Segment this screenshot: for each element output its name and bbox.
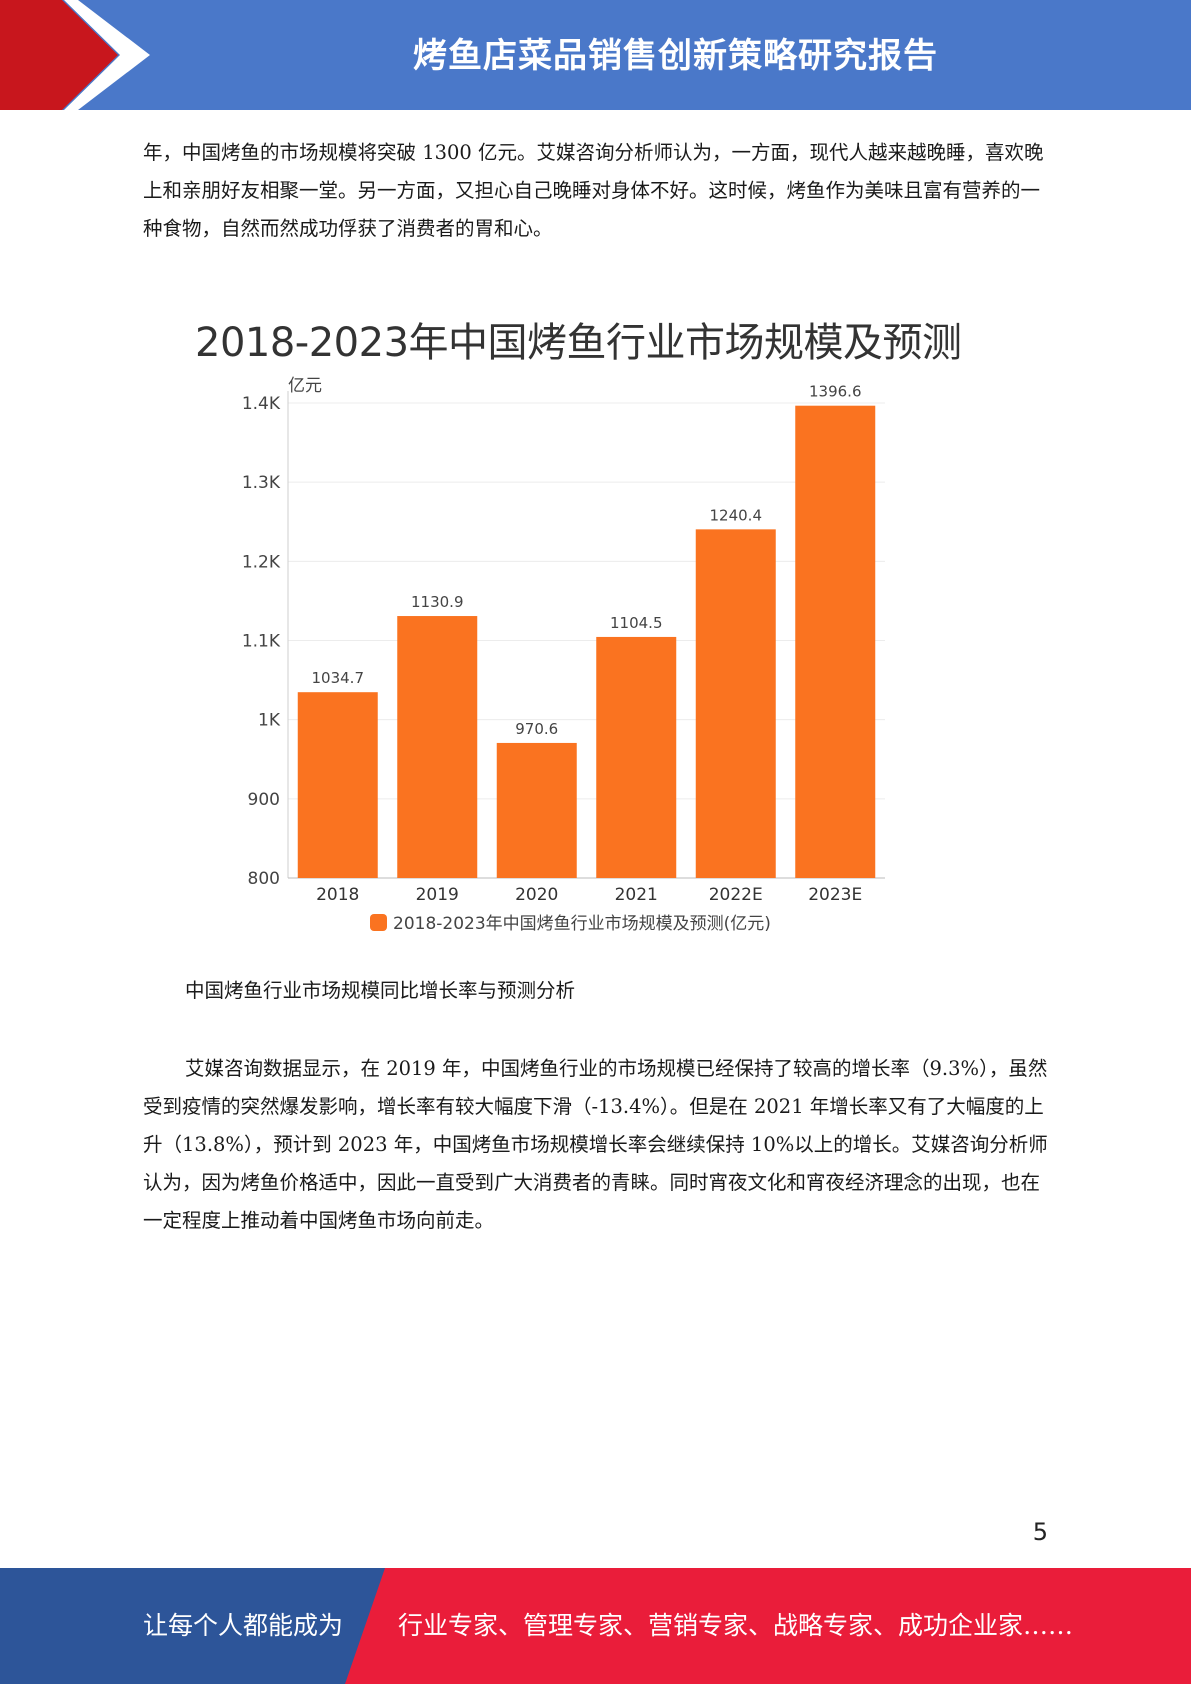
bar [496,742,577,878]
y-tick-label: 1.3K [242,473,281,493]
legend-swatch [370,914,387,931]
footer-slogan-left: 让每个人都能成为 [143,1611,344,1640]
bar-value-label: 1130.9 [411,593,464,611]
x-tick-label: 2018 [316,885,359,905]
x-tick-label: 2023E [808,885,862,905]
footer-background [0,1568,1191,1684]
header-arrow-decoration [0,0,150,110]
body-paragraph-2: 艾媒咨询数据显示，在 2019 年，中国烤鱼行业的市场规模已经保持了较高的增长率… [143,1057,1048,1232]
y-tick-label: 1.4K [242,394,281,414]
bar-value-label: 1104.5 [610,614,663,632]
x-tick-label: 2020 [515,885,558,905]
page-number: 5 [1032,1518,1048,1546]
bar [795,405,876,878]
y-axis-unit-label: 亿元 [288,376,322,396]
y-tick-label: 1K [258,711,281,731]
bar-value-label: 1034.7 [312,669,365,687]
footer-slogan-right: 行业专家、管理专家、营销专家、战略专家、成功企业家…… [398,1611,1074,1640]
chart-title: 2018-2023年中国烤鱼行业市场规模及预测 [195,320,962,366]
bar-value-label: 1396.6 [809,383,862,401]
x-tick-label: 2022E [709,885,763,905]
bar-chart: 800 900 1K 1.1K 1.2K 1.3K 1.4K 亿元 1034.7 2018 1130… [180,290,980,950]
body-paragraph-1: 年，中国烤鱼的市场规模将突破 1300 亿元。艾媒咨询分析师认为，一方面，现代人… [143,141,1044,240]
bar [297,692,378,878]
footer-banner: 让每个人都能成为 行业专家、管理专家、营销专家、战略专家、成功企业家…… [0,1568,1191,1684]
y-tick-label: 800 [248,869,280,889]
bar-value-label: 1240.4 [710,506,763,524]
chart-caption: 中国烤鱼行业市场规模同比增长率与预测分析 [185,979,576,1002]
bar [397,616,478,878]
header-banner: 烤鱼店菜品销售创新策略研究报告 [0,0,1191,110]
y-tick-label: 1.2K [242,552,281,572]
chart-canvas: 800 900 1K 1.1K 1.2K 1.3K 1.4K 亿元 1034.7 2018 1130… [242,376,885,934]
bar [596,636,677,878]
report-title: 烤鱼店菜品销售创新策略研究报告 [413,36,938,76]
y-tick-label: 900 [248,790,280,810]
x-tick-label: 2019 [416,885,459,905]
y-tick-label: 1.1K [242,632,281,652]
bar [695,529,776,878]
x-tick-label: 2021 [615,885,658,905]
bar-value-label: 970.6 [515,720,558,738]
legend-label: 2018-2023年中国烤鱼行业市场规模及预测(亿元) [393,914,771,934]
